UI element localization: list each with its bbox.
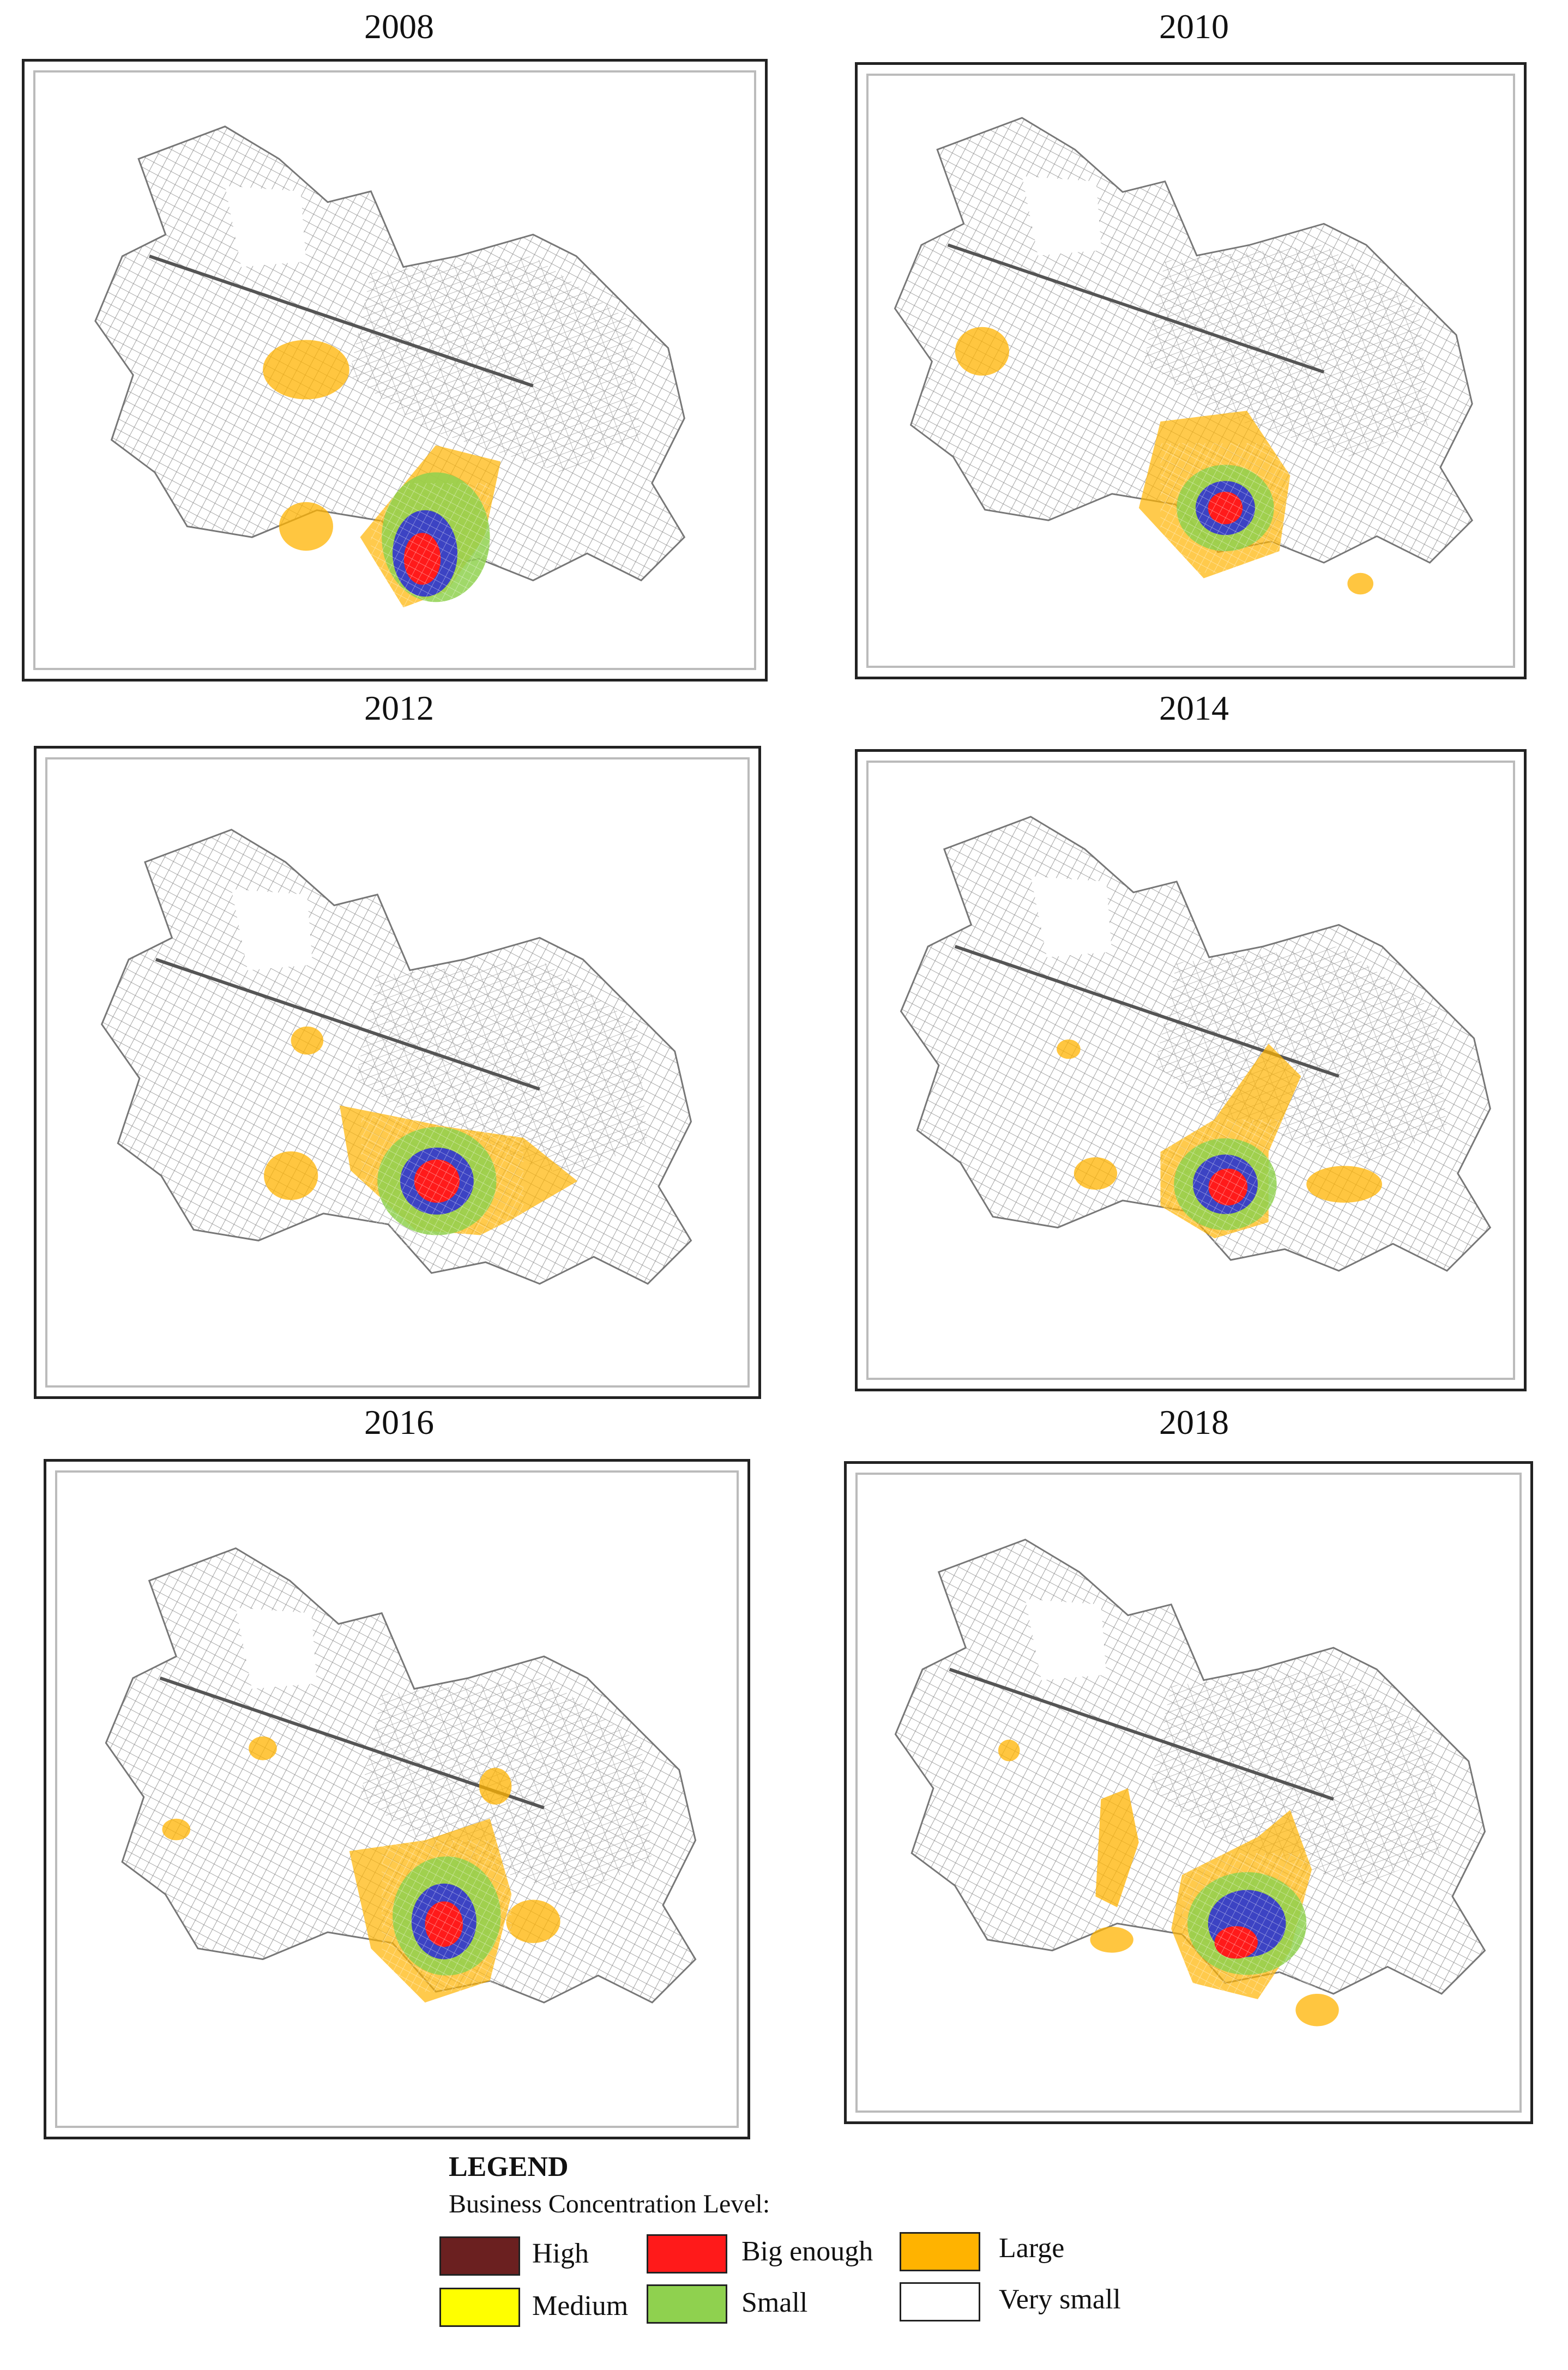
legend-label-medium: Medium [532,2290,629,2321]
map-2008 [25,62,765,624]
legend-swatch-medium [439,2288,520,2327]
legend-subtitle: Business Concentration Level: [449,2190,770,2218]
legend-label-small: Small [741,2287,808,2318]
map-2014 [858,752,1524,1389]
legend-swatch-small [647,2284,727,2324]
map-year-label: 2010 [1159,7,1229,46]
map-panel-2010 [855,62,1527,679]
map-year-label: 2014 [1159,689,1229,727]
map-year-label: 2018 [1159,1403,1229,1442]
legend-label-high: High [532,2238,589,2269]
map-panel-2012 [34,746,761,1399]
map-2012 [37,749,758,1396]
legend-label-large: Large [999,2233,1065,2264]
map-panel-2008 [22,59,768,682]
map-2010 [858,65,1524,595]
map-2016 [46,1462,747,2137]
map-year-label: 2012 [364,689,434,727]
legend-swatch-large [900,2232,980,2271]
legend-swatch-big-enough [647,2234,727,2273]
legend-label-very-small: Very small [999,2284,1121,2315]
map-panel-2016 [44,1459,750,2139]
legend-swatch-very-small [900,2282,980,2321]
map-2018 [847,1464,1530,2027]
legend-title: LEGEND [449,2151,569,2182]
map-year-label: 2008 [364,7,434,46]
map-panel-2014 [855,749,1527,1391]
map-year-label: 2016 [364,1403,434,1442]
legend-swatch-high [439,2236,520,2276]
legend-label-big-enough: Big enough [741,2236,873,2267]
map-panel-2018 [844,1461,1533,2124]
